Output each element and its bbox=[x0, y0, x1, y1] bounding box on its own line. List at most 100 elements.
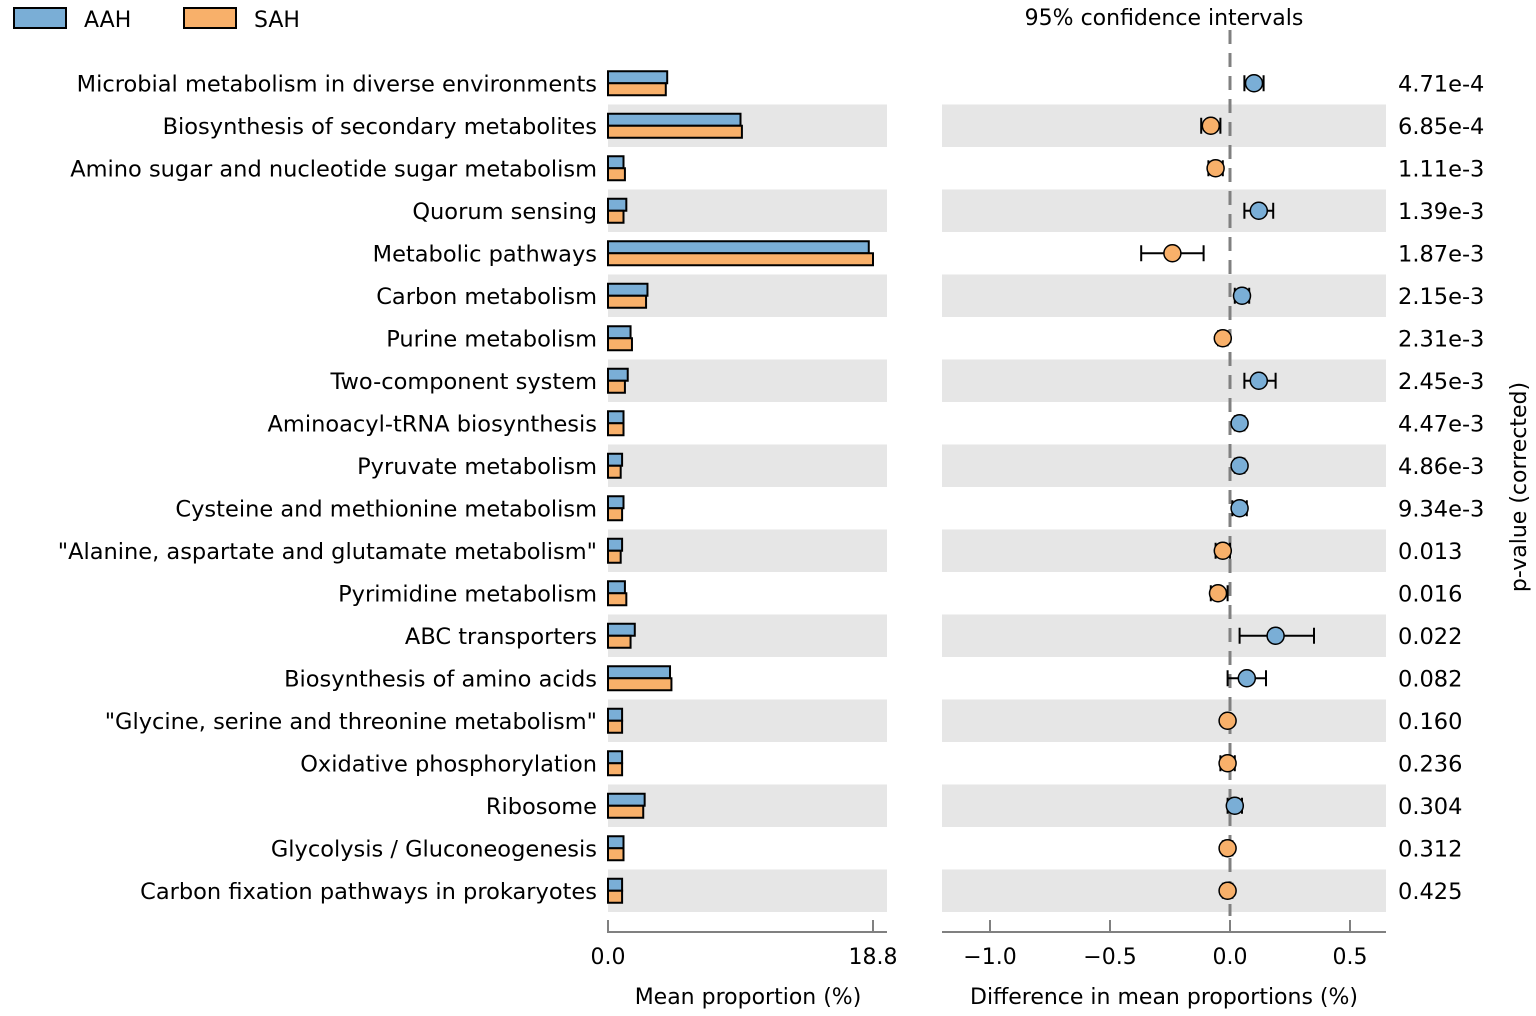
bar-aah-14 bbox=[607, 665, 672, 680]
ci-point-19 bbox=[1218, 881, 1237, 900]
pathway-label-16: Oxidative phosphorylation bbox=[300, 751, 597, 777]
row-band-bar-11 bbox=[608, 529, 887, 572]
row-band-ci-19 bbox=[942, 869, 1386, 912]
bar-aah-6 bbox=[607, 325, 632, 340]
row-band-ci-3 bbox=[942, 189, 1386, 232]
bar-xtick-label-1: 18.8 bbox=[849, 945, 898, 970]
bar-aah-18 bbox=[607, 835, 625, 850]
pathway-label-18: Glycolysis / Gluconeogenesis bbox=[271, 836, 597, 862]
row-band-bar-9 bbox=[608, 444, 887, 487]
bar-sah-18 bbox=[607, 847, 625, 862]
ci-point-0 bbox=[1244, 74, 1264, 93]
bar-sah-0 bbox=[607, 82, 667, 97]
p-value-2: 1.11e-3 bbox=[1398, 156, 1484, 182]
row-band-ci-7 bbox=[942, 359, 1386, 402]
pathway-label-5: Carbon metabolism bbox=[376, 284, 597, 310]
bar-aah-8 bbox=[607, 410, 625, 425]
bar-sah-14 bbox=[607, 677, 673, 692]
bar-sah-6 bbox=[607, 337, 633, 352]
row-band-bar-19 bbox=[608, 869, 887, 912]
bar-x-axis: 0.0 18.8 Mean proportion (%) bbox=[591, 920, 898, 1010]
bar-sah-12 bbox=[607, 592, 628, 607]
row-band-ci-5 bbox=[942, 274, 1386, 317]
legend-label-sah: SAH bbox=[254, 8, 300, 33]
bar-x-axis-label: Mean proportion (%) bbox=[635, 985, 862, 1010]
pathway-labels: Microbial metabolism in diverse environm… bbox=[58, 71, 597, 905]
row-band-ci-13 bbox=[942, 614, 1386, 657]
row-band-bar-5 bbox=[608, 274, 887, 317]
bar-aah-1 bbox=[607, 112, 742, 127]
bar-aah-16 bbox=[607, 750, 624, 765]
bar-aah-3 bbox=[607, 197, 628, 212]
row-band-bar-13 bbox=[608, 614, 887, 657]
ci-point-15 bbox=[1218, 711, 1237, 730]
ci-point-4 bbox=[1163, 244, 1182, 263]
pathway-label-6: Purine metabolism bbox=[386, 326, 597, 352]
row-band-ci-17 bbox=[942, 784, 1386, 827]
bar-aah-0 bbox=[607, 70, 669, 85]
ci-xtick-label-1: −0.5 bbox=[1083, 945, 1136, 970]
ci-x-axis: Difference in mean proportions (%) −1.0 −… bbox=[942, 920, 1386, 1010]
bar-sah-11 bbox=[607, 549, 622, 564]
bar-aah-2 bbox=[607, 155, 625, 170]
bar-xtick-label-0: 0.0 bbox=[591, 945, 626, 970]
bar-sah-10 bbox=[607, 507, 624, 522]
bar-aah-15 bbox=[607, 707, 624, 722]
ci-point-1 bbox=[1201, 116, 1221, 135]
legend-label-aah: AAH bbox=[84, 8, 131, 33]
pathway-label-10: Cysteine and methionine metabolism bbox=[175, 496, 597, 522]
p-value-11: 0.013 bbox=[1398, 539, 1462, 565]
bar-aah-4 bbox=[607, 240, 870, 255]
p-value-18: 0.312 bbox=[1398, 836, 1462, 862]
p-value-10: 9.34e-3 bbox=[1398, 496, 1484, 522]
bar-aah-7 bbox=[607, 367, 629, 382]
pathway-label-17: Ribosome bbox=[486, 794, 597, 820]
ci-point-7 bbox=[1249, 371, 1269, 390]
pathway-label-12: Pyrimidine metabolism bbox=[338, 581, 597, 607]
p-value-1: 6.85e-4 bbox=[1398, 114, 1484, 140]
bar-aah-11 bbox=[607, 537, 624, 552]
p-value-15: 0.160 bbox=[1398, 709, 1462, 735]
bar-sah-5 bbox=[607, 294, 648, 309]
mean-proportion-bars bbox=[607, 70, 874, 904]
pathway-label-11: "Alanine, aspartate and glutamate metabo… bbox=[58, 539, 597, 565]
pathway-label-3: Quorum sensing bbox=[412, 199, 597, 225]
legend-swatch-sah bbox=[183, 7, 237, 29]
p-value-5: 2.15e-3 bbox=[1398, 284, 1484, 310]
ci-point-11 bbox=[1213, 541, 1233, 560]
bar-aah-19 bbox=[607, 877, 624, 892]
pathway-label-9: Pyruvate metabolism bbox=[357, 454, 597, 480]
bar-sah-3 bbox=[607, 209, 625, 224]
bar-sah-9 bbox=[607, 464, 622, 479]
ci-point-2 bbox=[1206, 159, 1225, 178]
pathway-label-8: Aminoacyl-tRNA biosynthesis bbox=[268, 411, 597, 437]
p-value-19: 0.425 bbox=[1398, 879, 1462, 905]
p-value-9: 4.86e-3 bbox=[1398, 454, 1484, 480]
bar-sah-17 bbox=[607, 804, 645, 819]
ci-point-13 bbox=[1266, 626, 1285, 645]
bar-sah-4 bbox=[607, 252, 874, 267]
ci-title: 95% confidence intervals bbox=[1025, 6, 1304, 31]
row-bands bbox=[608, 104, 1386, 912]
p-value-14: 0.082 bbox=[1398, 666, 1462, 692]
bar-sah-13 bbox=[607, 634, 632, 649]
confidence-intervals bbox=[1140, 74, 1315, 900]
row-band-ci-11 bbox=[942, 529, 1386, 572]
p-value-3: 1.39e-3 bbox=[1398, 199, 1484, 225]
ci-x-axis-label: Difference in mean proportions (%) bbox=[970, 985, 1358, 1010]
pathway-label-0: Microbial metabolism in diverse environm… bbox=[77, 71, 597, 97]
bar-sah-8 bbox=[607, 422, 625, 437]
p-value-8: 4.47e-3 bbox=[1398, 411, 1484, 437]
p-value-16: 0.236 bbox=[1398, 751, 1462, 777]
pathway-label-19: Carbon fixation pathways in prokaryotes bbox=[140, 879, 597, 905]
bar-aah-10 bbox=[607, 495, 625, 510]
p-value-4: 1.87e-3 bbox=[1398, 241, 1484, 267]
p-values: 4.71e-4 6.85e-4 1.11e-3 1.39e-3 1.87e-3 2.15e… bbox=[1398, 71, 1484, 905]
ci-point-5 bbox=[1232, 286, 1252, 305]
ci-point-9 bbox=[1230, 456, 1249, 475]
p-value-17: 0.304 bbox=[1398, 794, 1462, 820]
p-value-13: 0.022 bbox=[1398, 624, 1462, 650]
pathway-label-14: Biosynthesis of amino acids bbox=[284, 666, 597, 692]
row-band-ci-1 bbox=[942, 104, 1386, 147]
